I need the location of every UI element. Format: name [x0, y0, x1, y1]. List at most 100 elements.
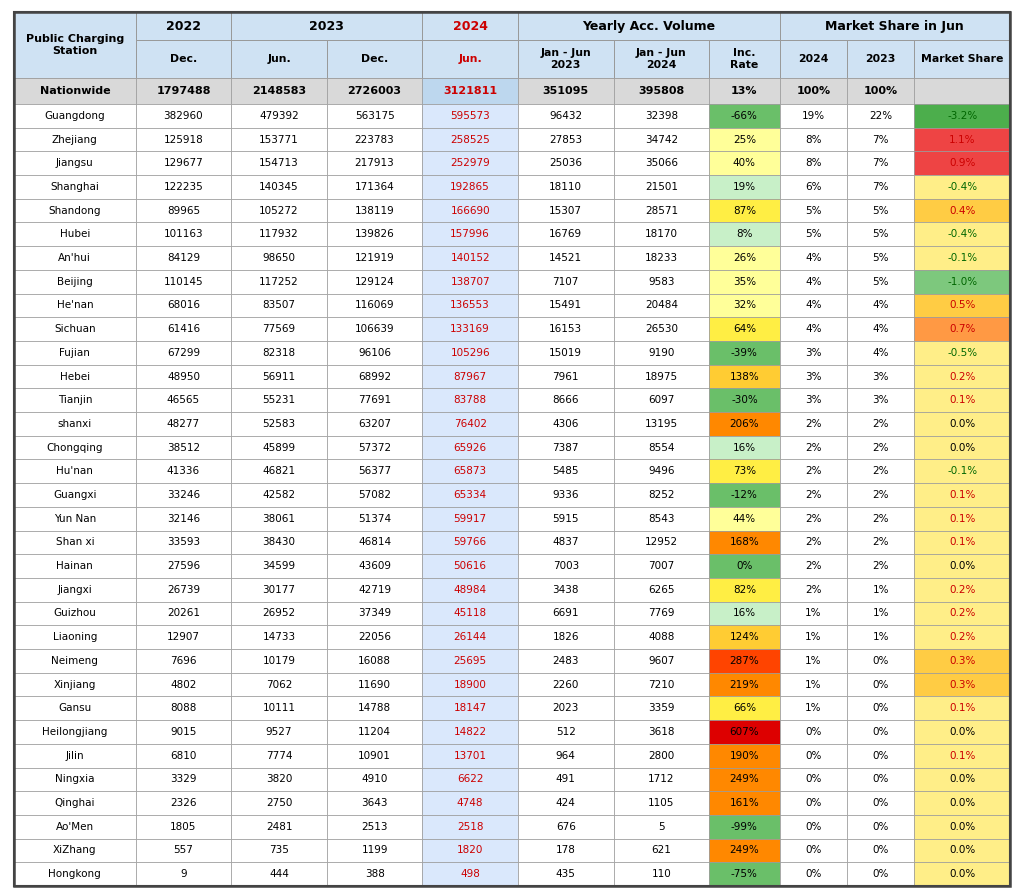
Bar: [779, 222, 847, 246]
Bar: [327, 791, 422, 814]
Bar: [135, 649, 231, 673]
Bar: [135, 720, 231, 744]
Bar: [518, 744, 613, 768]
Bar: [231, 365, 327, 388]
Bar: [14, 555, 135, 578]
Text: -99%: -99%: [731, 822, 758, 831]
Text: 1.1%: 1.1%: [949, 134, 976, 144]
Text: 14733: 14733: [262, 633, 296, 642]
Bar: [613, 388, 710, 412]
Text: 3643: 3643: [361, 798, 388, 808]
Bar: [422, 862, 518, 886]
Bar: [135, 317, 231, 341]
Text: Jan - Jun
2023: Jan - Jun 2023: [541, 48, 591, 70]
Text: 5%: 5%: [872, 206, 889, 216]
Bar: [914, 199, 1010, 222]
Bar: [613, 673, 710, 696]
Text: 1820: 1820: [457, 846, 483, 856]
Bar: [710, 341, 779, 365]
Bar: [135, 412, 231, 435]
Bar: [847, 601, 914, 625]
Bar: [231, 696, 327, 720]
Bar: [518, 412, 613, 435]
Text: 1797488: 1797488: [157, 86, 211, 96]
Text: Jun.: Jun.: [459, 54, 482, 64]
Bar: [327, 246, 422, 270]
Text: 12907: 12907: [167, 633, 200, 642]
Text: Yearly Acc. Volume: Yearly Acc. Volume: [583, 20, 716, 32]
Text: 0.2%: 0.2%: [949, 585, 976, 595]
Text: Gansu: Gansu: [58, 703, 91, 713]
Bar: [327, 744, 422, 768]
Bar: [914, 175, 1010, 199]
Text: 0%: 0%: [872, 679, 889, 690]
Text: 57082: 57082: [358, 490, 391, 500]
Bar: [710, 412, 779, 435]
Bar: [518, 696, 613, 720]
Bar: [779, 483, 847, 507]
Bar: [847, 246, 914, 270]
Bar: [135, 151, 231, 175]
Bar: [914, 483, 1010, 507]
Bar: [914, 128, 1010, 151]
Text: 2024: 2024: [799, 54, 828, 64]
Bar: [231, 460, 327, 483]
Bar: [847, 460, 914, 483]
Text: Guangdong: Guangdong: [44, 111, 105, 121]
Text: 2513: 2513: [361, 822, 388, 831]
Bar: [422, 12, 518, 40]
Text: 0.1%: 0.1%: [949, 751, 976, 761]
Bar: [710, 744, 779, 768]
Text: 154713: 154713: [259, 159, 299, 168]
Text: 2%: 2%: [805, 443, 821, 452]
Text: 25036: 25036: [549, 159, 583, 168]
Text: 82318: 82318: [262, 348, 296, 358]
Text: 77569: 77569: [262, 324, 296, 334]
Text: 43609: 43609: [358, 561, 391, 571]
Bar: [518, 578, 613, 601]
Text: 15307: 15307: [549, 206, 583, 216]
Bar: [847, 151, 914, 175]
Text: 64%: 64%: [733, 324, 756, 334]
Text: 0%: 0%: [805, 846, 821, 856]
Bar: [231, 175, 327, 199]
Bar: [847, 78, 914, 104]
Bar: [14, 673, 135, 696]
Bar: [710, 696, 779, 720]
Text: 4%: 4%: [805, 253, 821, 263]
Bar: [847, 507, 914, 530]
Bar: [914, 78, 1010, 104]
Text: 2%: 2%: [872, 490, 889, 500]
Bar: [518, 175, 613, 199]
Bar: [847, 649, 914, 673]
Text: 252979: 252979: [451, 159, 490, 168]
Text: 51374: 51374: [358, 513, 391, 523]
Bar: [135, 814, 231, 839]
Bar: [914, 601, 1010, 625]
Text: Liaoning: Liaoning: [52, 633, 97, 642]
Text: 0.5%: 0.5%: [949, 300, 976, 310]
Bar: [135, 270, 231, 294]
Text: 6622: 6622: [457, 774, 483, 784]
Text: 4306: 4306: [553, 419, 579, 429]
Bar: [518, 720, 613, 744]
Text: 735: 735: [269, 846, 289, 856]
Text: XiZhang: XiZhang: [53, 846, 96, 856]
Bar: [14, 175, 135, 199]
Bar: [914, 40, 1010, 78]
Bar: [779, 151, 847, 175]
Text: Nationwide: Nationwide: [40, 86, 111, 96]
Bar: [14, 530, 135, 555]
Bar: [779, 601, 847, 625]
Bar: [422, 78, 518, 104]
Text: 101163: 101163: [164, 229, 203, 239]
Text: 6810: 6810: [170, 751, 197, 761]
Bar: [613, 483, 710, 507]
Text: Dec.: Dec.: [170, 54, 197, 64]
Text: 65926: 65926: [454, 443, 486, 452]
Bar: [710, 673, 779, 696]
Text: 18900: 18900: [454, 679, 486, 690]
Bar: [914, 720, 1010, 744]
Bar: [231, 673, 327, 696]
Bar: [779, 649, 847, 673]
